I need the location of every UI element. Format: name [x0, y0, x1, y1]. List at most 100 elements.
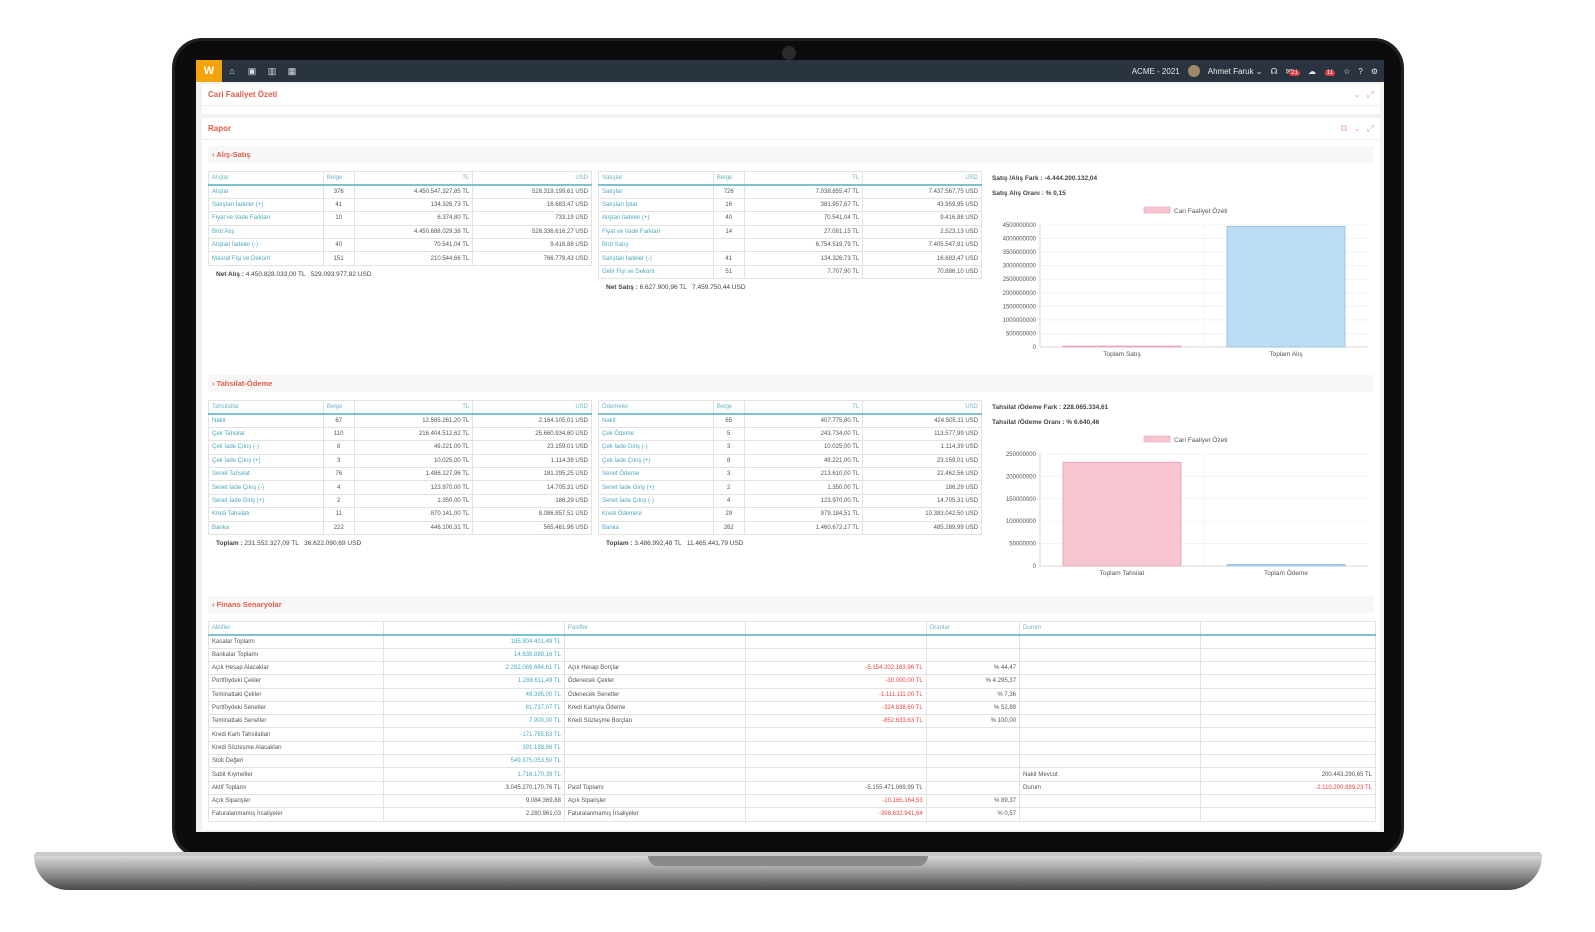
table-row[interactable]: Senet İade Çıkış (-) 4 123.970,00 TL 14.705…: [208, 480, 592, 495]
column-header: TL: [353, 170, 474, 186]
help-icon[interactable]: ?: [1358, 66, 1363, 76]
section-tahsilat-odeme[interactable]: › Tahsilat-Ödeme: [208, 375, 1374, 392]
table-row[interactable]: Sabit Kıymetler 1.716.170,39 TL Nakit Mevc…: [207, 767, 1377, 782]
belge-count: 11: [322, 507, 355, 522]
table-row[interactable]: Çek İade Çıkış (+) 3 10.025,00 TL 1.114,39 …: [208, 453, 592, 468]
table-row[interactable]: Çek Tahsilat 110 216.404.512,62 TL 25.660.9…: [208, 426, 592, 442]
table-row[interactable]: Teminattaki Senetler 7.900,00 TL Kredi Söz…: [207, 714, 1377, 729]
pasif-value: [744, 727, 927, 742]
bell-icon[interactable]: ♪11: [1324, 67, 1336, 76]
aktif-value: 3.045.270.170,76 TL: [383, 780, 565, 795]
star-icon[interactable]: ☆: [1343, 66, 1351, 76]
durum-label: [1019, 660, 1201, 676]
user-menu[interactable]: Ahmet Faruk ⌄: [1207, 66, 1263, 76]
aktif-label: Kasalar Toplamı: [207, 634, 385, 649]
avatar[interactable]: [1187, 65, 1200, 77]
company-selector[interactable]: ACME - 2021: [1131, 66, 1180, 76]
table-row[interactable]: Fiyat ve Vade Farkları 14 27.081,15 TL 2.52…: [598, 224, 982, 239]
table-row[interactable]: Çek İade Çıkış (-) 8 49.221,00 TL 23.159,01…: [208, 440, 592, 455]
usd-value: 70.886,10 USD: [862, 264, 982, 280]
table-row[interactable]: Nakit 65 407.775,80 TL 424.505,11 USD: [598, 413, 982, 428]
belge-count: 222: [322, 520, 355, 535]
durum-label: [1019, 647, 1201, 662]
table-row[interactable]: Çek İade Giriş (-) 3 10.025,00 TL 1.114,39 …: [598, 440, 982, 455]
table-row[interactable]: Bankalar Toplamı 14.638.889,16 TL: [207, 647, 1377, 662]
table-row[interactable]: Kasalar Toplamı 185.804.401,49 TL: [207, 634, 1377, 649]
table-row[interactable]: Senet Tahsilat 76 1.486.127,96 TL 181.295,2…: [208, 466, 592, 482]
table-row[interactable]: Açık Siparişler 9.084.369,88 Açık Siparişl…: [207, 793, 1377, 809]
section-alis-satis[interactable]: › Alış-Satış: [208, 146, 1374, 163]
table-row[interactable]: Faturalanmamış İrsaliyeler 2.280.961,03 Fa…: [207, 807, 1377, 822]
box-icon[interactable]: ▣: [247, 65, 257, 76]
export-icon[interactable]: ⧉: [1340, 123, 1348, 133]
chart-icon[interactable]: ▥: [267, 65, 277, 76]
table-row[interactable]: Banka 262 1.460.672,17 TL 485.289,99 USD: [598, 520, 982, 535]
table-row[interactable]: Çek İade Çıkış (+) 8 49.221,00 TL 23.159,01…: [598, 453, 982, 468]
aktif-value: 49.395,00 TL: [383, 687, 565, 702]
section-finans[interactable]: › Finans Senaryolar: [208, 596, 1374, 613]
table-row[interactable]: Kredi Kartı Tahsilatları -171.785,83 TL: [207, 727, 1377, 742]
tl-value: 407.775,80 TL: [743, 413, 864, 428]
chat-icon[interactable]: ☁: [1307, 66, 1316, 76]
table-row[interactable]: Senet İade Çıkış (-) 4 123.970,00 TL 14.705…: [598, 493, 982, 509]
message-icon[interactable]: ✉21: [1286, 67, 1300, 76]
table-row[interactable]: Çek Ödeme 5 243.734,00 TL 113.577,99 USD: [598, 426, 982, 442]
table-row[interactable]: Senet İade Giriş (+) 2 1.350,00 TL 186,29 U…: [208, 493, 592, 509]
satislar-block: Satışlar Belge TL USD Satışlar 726 7.038.855,4…: [598, 170, 982, 375]
table-row[interactable]: Satıştan İadeler (+) 41 134.326,73 TL 16.68…: [208, 197, 592, 213]
table-row[interactable]: Alışlar 376 4.450.547.327,85 TL 528.319.199…: [208, 184, 592, 199]
table-row[interactable]: Alıştan İadeler (-) 40 70.541,04 TL 9.416,8…: [208, 237, 592, 253]
table-row[interactable]: Gelir Fişi ve Dekont 51 7.707,90 TL 70.886,…: [598, 264, 982, 280]
table-row[interactable]: Senet Ödeme 3 213.610,00 TL 22.462,56 USD: [598, 466, 982, 482]
pasif-value: -1.111.111,00 TL: [744, 687, 927, 702]
tl-value: 7.707,90 TL: [743, 264, 864, 280]
table-row[interactable]: Senet İade Giriş (+) 2 1.350,00 TL 186,29 U…: [598, 480, 982, 495]
tahsilatlar-table: Tahsilatlar Belge TL USD Nakit 67 12.565.261,2…: [208, 399, 592, 535]
table-row[interactable]: Aktif Toplamı 3.045.270.170,76 TL Pasif To…: [207, 780, 1377, 795]
table-row[interactable]: Kredi Sözleşme Alacakları 391.138,88 TL: [207, 740, 1377, 756]
expand-icon[interactable]: ⤢: [1366, 123, 1374, 133]
table-row[interactable]: Portföydeki Senetler 81.737,07 TL Kredi Ka…: [207, 700, 1377, 716]
belge-count: 41: [322, 197, 355, 213]
collapse-icon[interactable]: ⌄: [1353, 89, 1361, 99]
belge-count: 40: [712, 211, 745, 226]
collapse-icon[interactable]: ⌄: [1353, 123, 1361, 133]
fark-label: Satış /Alış Fark : -4.444.200.132,04: [992, 175, 1098, 182]
calendar-icon[interactable]: ▦: [287, 65, 297, 76]
table-row[interactable]: Teminattaki Çekler 49.395,00 TL Ödenecek S…: [207, 687, 1377, 702]
table-row[interactable]: Satıştan İadeler (-) 41 134.326,73 TL 16.68…: [598, 251, 982, 266]
pasif-value: -5.154.202.163,96 TL: [744, 660, 927, 676]
home-icon[interactable]: ⌂: [229, 66, 235, 76]
satis-alis-bar-chart: Cari Faaliyet Özeti 0 500000000 1000000000 1…: [1003, 206, 1368, 358]
aktif-value: 81.737,07 TL: [383, 700, 565, 716]
oran-value: % 100,00: [925, 714, 1021, 729]
headset-icon[interactable]: ☊: [1270, 66, 1278, 76]
table-row[interactable]: Portföydeki Çekler 1.288.611,49 TL Ödenece…: [207, 674, 1377, 689]
table-row[interactable]: Brüt Satış 6.754.519,79 TL 7.405.547,81 US…: [598, 237, 982, 253]
pasif-label: Kredi Kartıyla Ödeme: [563, 700, 746, 716]
table-row[interactable]: Brüt Alış 4.450.688.029,38 TL 528.336.616,…: [208, 224, 592, 239]
column-header: [1199, 620, 1377, 636]
app-logo[interactable]: W: [196, 60, 222, 82]
column-header: Belge: [322, 399, 355, 415]
gear-icon[interactable]: ⚙: [1370, 66, 1378, 76]
table-row[interactable]: Kredi Tahsilatı 11 870.141,00 TL 8.086.857,…: [208, 507, 592, 522]
table-row[interactable]: Nakit 67 12.565.261,20 TL 2.164.105,01 USD: [208, 413, 592, 428]
table-row[interactable]: Masraf Fişi ve Dekont 151 210.544,66 TL 766…: [208, 251, 592, 266]
table-row[interactable]: Banka 222 446.100,31 TL 565.461,96 USD: [208, 520, 592, 535]
table-row[interactable]: Satışlar 726 7.038.855,47 TL 7.437.567,75 U…: [598, 184, 982, 199]
table-row[interactable]: Açık Hesap Alacaklar 2.292.089.664,61 TL A…: [207, 660, 1377, 676]
aktif-label: Faturalanmamış İrsaliyeler: [207, 807, 385, 822]
row-label: Alıştan İadeler (+): [598, 211, 714, 226]
table-row[interactable]: Alıştan İadeler (+) 40 70.541,04 TL 9.416,8…: [598, 211, 982, 226]
table-row[interactable]: Kredi Ödemesi 29 979.184,51 TL 10.383.042,5…: [598, 507, 982, 522]
column-header: Pasifler: [563, 620, 746, 636]
table-row[interactable]: Fiyat ve Vade Farkları 10 6.374,80 TL 733,1…: [208, 211, 592, 226]
oran-value: % 4.295,37: [925, 674, 1021, 689]
pasif-label: Ödenecek Çekler: [563, 674, 746, 689]
table-row[interactable]: Stok Değeri 549.375.053,50 TL: [207, 754, 1377, 769]
panel-title: Rapor: [208, 124, 232, 133]
table-row[interactable]: Satışları İptal 16 381.957,87 TL 43.959,95 …: [598, 197, 982, 213]
pasif-value: -398.632.941,64: [744, 807, 927, 822]
expand-icon[interactable]: ⤢: [1366, 89, 1374, 99]
